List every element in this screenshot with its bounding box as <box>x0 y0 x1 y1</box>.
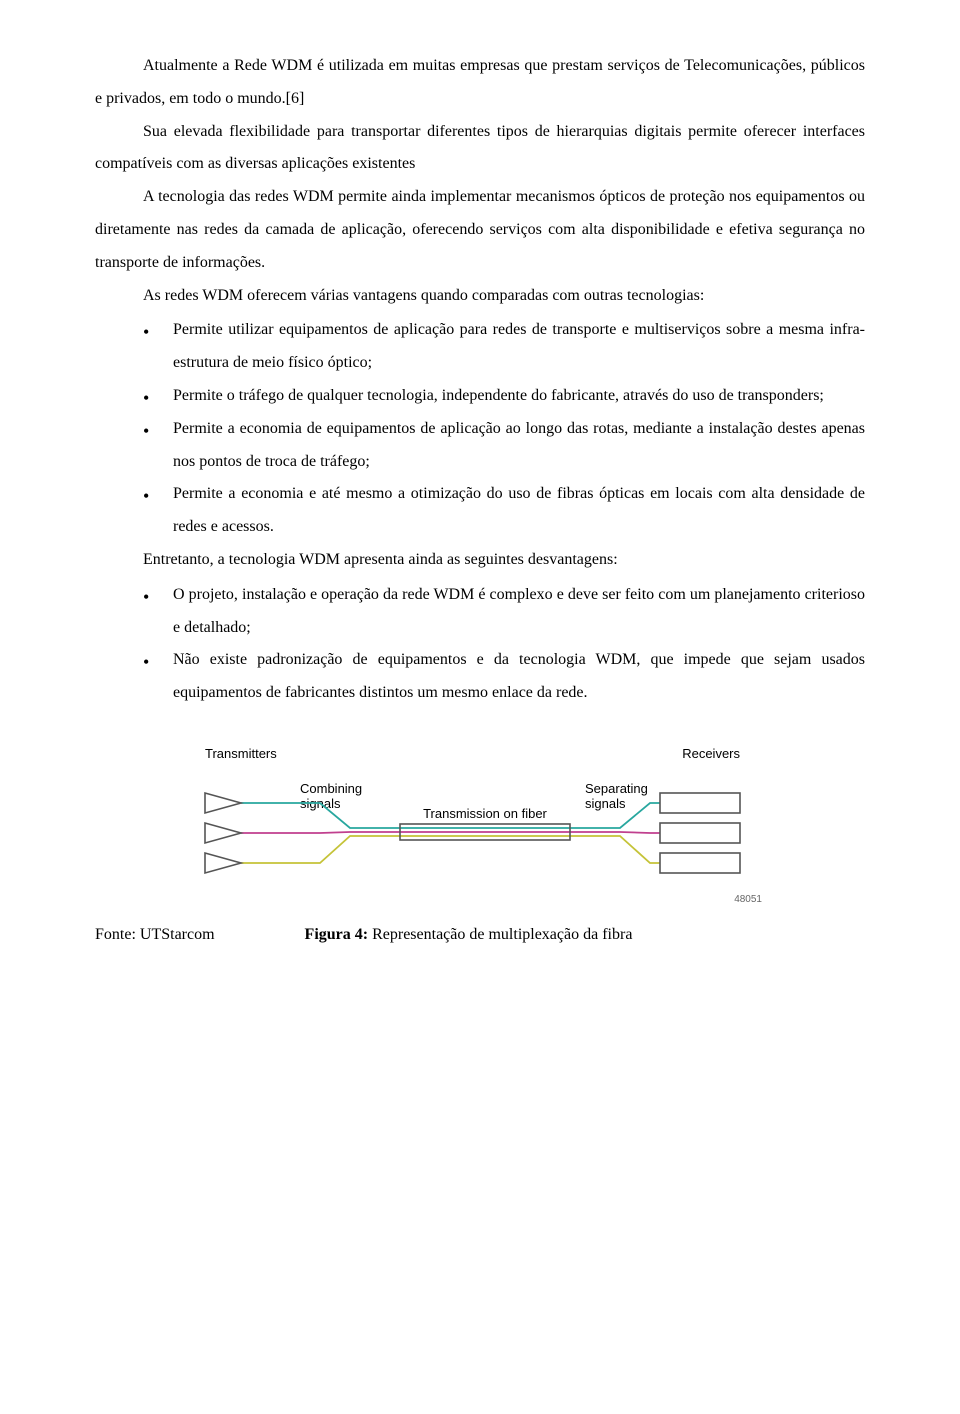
list-item: Permite o tráfego de qualquer tecnologia… <box>143 380 865 413</box>
figure-title: Representação de multiplexação da fibra <box>368 926 632 943</box>
svg-text:Separating: Separating <box>585 781 648 796</box>
advantages-lead: As redes WDM oferecem várias vantagens q… <box>95 280 865 313</box>
svg-text:signals: signals <box>585 796 626 811</box>
intro-paragraph-2: Sua elevada flexibilidade para transport… <box>95 116 865 182</box>
figure-caption: Fonte: UTStarcom Figura 4: Representação… <box>95 924 865 946</box>
advantages-list: Permite utilizar equipamentos de aplicaç… <box>143 314 865 544</box>
svg-text:Combining: Combining <box>300 781 362 796</box>
svg-text:Transmission on fiber: Transmission on fiber <box>423 806 547 821</box>
figure-number: Figura 4: <box>305 926 369 943</box>
disadvantages-lead: Entretanto, a tecnologia WDM apresenta a… <box>95 544 865 577</box>
svg-text:Transmitters: Transmitters <box>205 746 277 761</box>
list-item: O projeto, instalação e operação da rede… <box>143 579 865 645</box>
list-item: Permite utilizar equipamentos de aplicaç… <box>143 314 865 380</box>
wdm-diagram-svg: Transmitters Receivers Combining signalsSep… <box>190 738 770 908</box>
svg-text:Receivers: Receivers <box>682 746 740 761</box>
disadvantages-list: O projeto, instalação e operação da rede… <box>143 579 865 710</box>
list-item: Permite a economia de equipamentos de ap… <box>143 413 865 479</box>
intro-paragraph-3: A tecnologia das redes WDM permite ainda… <box>95 181 865 279</box>
figure-source: Fonte: UTStarcom <box>95 924 215 946</box>
list-item: Não existe padronização de equipamentos … <box>143 644 865 710</box>
intro-paragraph-1: Atualmente a Rede WDM é utilizada em mui… <box>95 50 865 116</box>
list-item: Permite a economia e até mesmo a otimiza… <box>143 478 865 544</box>
svg-text:48051: 48051 <box>734 894 762 905</box>
wdm-diagram: Transmitters Receivers Combining signalsSep… <box>95 738 865 908</box>
figure-label: Figura 4: Representação de multiplexação… <box>305 924 865 946</box>
